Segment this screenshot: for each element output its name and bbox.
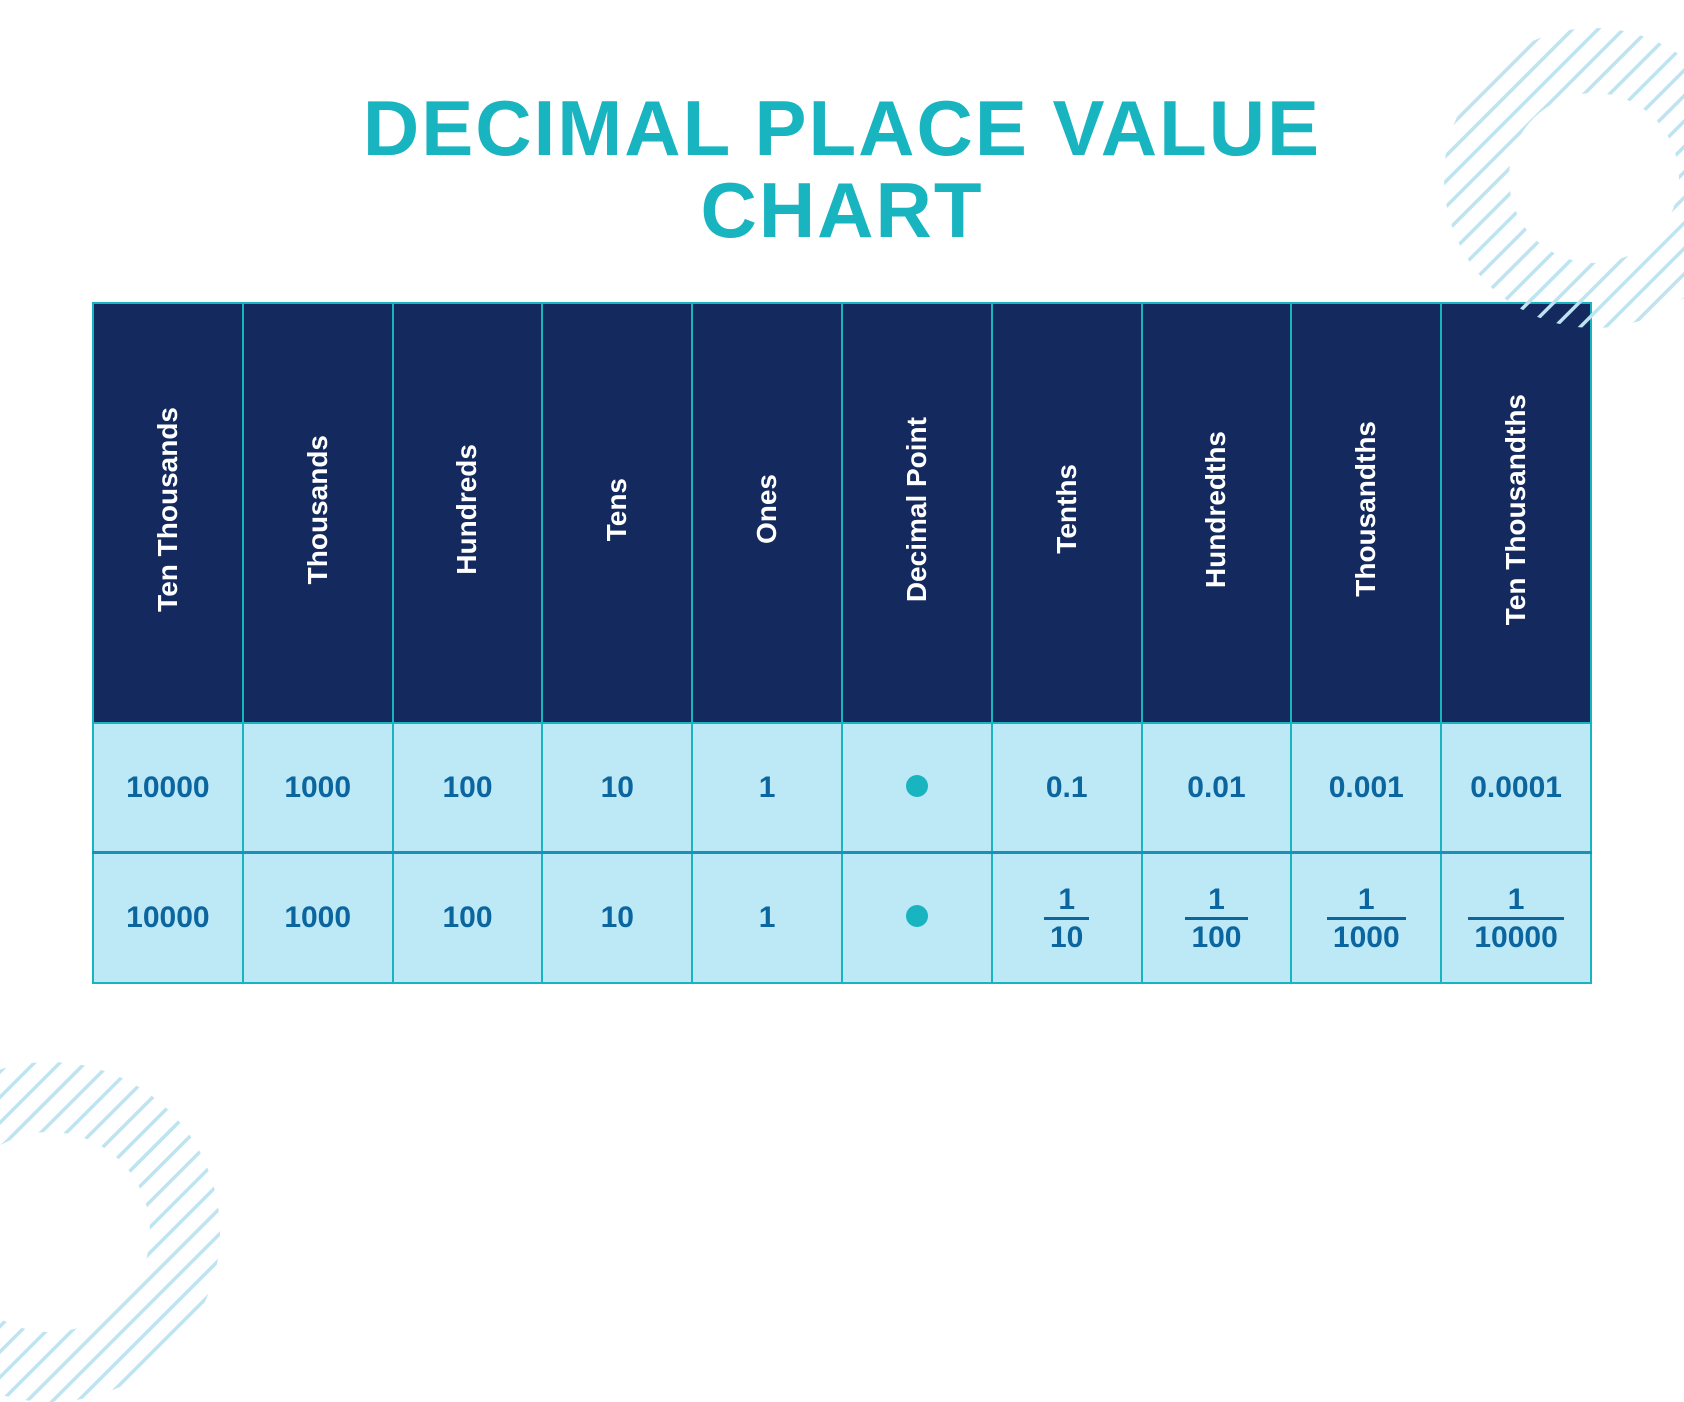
cell-r2-c4: 1 xyxy=(692,853,842,983)
col-header-decimal-point: Decimal Point xyxy=(842,303,992,723)
col-header-tenths: Tenths xyxy=(992,303,1142,723)
cell-r1-c5-dot xyxy=(842,723,992,853)
col-header-thousandths: Thousandths xyxy=(1291,303,1441,723)
decoration-bottom-left xyxy=(0,1062,220,1402)
decimal-dot-icon xyxy=(906,775,928,797)
cell-r2-c2: 100 xyxy=(393,853,543,983)
cell-r1-c3: 10 xyxy=(542,723,692,853)
place-value-table-wrapper: Ten Thousands Thousands Hundreds Tens On… xyxy=(92,302,1592,984)
title-line-2: CHART xyxy=(701,166,984,254)
col-header-hundredths: Hundredths xyxy=(1142,303,1292,723)
col-header-ten-thousands: Ten Thousands xyxy=(93,303,243,723)
cell-r2-c3: 10 xyxy=(542,853,692,983)
header-row: Ten Thousands Thousands Hundreds Tens On… xyxy=(93,303,1591,723)
cell-r2-c6: 1 10 xyxy=(992,853,1142,983)
fraction-1-10: 1 10 xyxy=(1044,884,1089,954)
cell-r1-c6: 0.1 xyxy=(992,723,1142,853)
cell-r1-c0: 10000 xyxy=(93,723,243,853)
cell-r1-c9: 0.0001 xyxy=(1441,723,1591,853)
fraction-row: 10000 1000 100 10 1 1 10 1 xyxy=(93,853,1591,983)
col-header-tens: Tens xyxy=(542,303,692,723)
cell-r2-c8: 1 1000 xyxy=(1291,853,1441,983)
cell-r2-c7: 1 100 xyxy=(1142,853,1292,983)
place-value-table: Ten Thousands Thousands Hundreds Tens On… xyxy=(92,302,1592,984)
cell-r2-c5-dot xyxy=(842,853,992,983)
col-header-ten-thousandths: Ten Thousandths xyxy=(1441,303,1591,723)
cell-r1-c7: 0.01 xyxy=(1142,723,1292,853)
col-header-ones: Ones xyxy=(692,303,842,723)
fraction-1-100: 1 100 xyxy=(1185,884,1247,954)
cell-r1-c1: 1000 xyxy=(243,723,393,853)
cell-r1-c2: 100 xyxy=(393,723,543,853)
col-header-thousands: Thousands xyxy=(243,303,393,723)
title-line-1: DECIMAL PLACE VALUE xyxy=(363,84,1321,172)
cell-r1-c8: 0.001 xyxy=(1291,723,1441,853)
fraction-1-10000: 1 10000 xyxy=(1468,884,1563,954)
col-header-hundreds: Hundreds xyxy=(393,303,543,723)
page-title: DECIMAL PLACE VALUE CHART xyxy=(0,88,1684,252)
fraction-1-1000: 1 1000 xyxy=(1327,884,1406,954)
decimal-row: 10000 1000 100 10 1 0.1 0.01 0.001 0.000… xyxy=(93,723,1591,853)
cell-r2-c0: 10000 xyxy=(93,853,243,983)
decimal-dot-icon xyxy=(906,905,928,927)
cell-r2-c9: 1 10000 xyxy=(1441,853,1591,983)
cell-r2-c1: 1000 xyxy=(243,853,393,983)
cell-r1-c4: 1 xyxy=(692,723,842,853)
